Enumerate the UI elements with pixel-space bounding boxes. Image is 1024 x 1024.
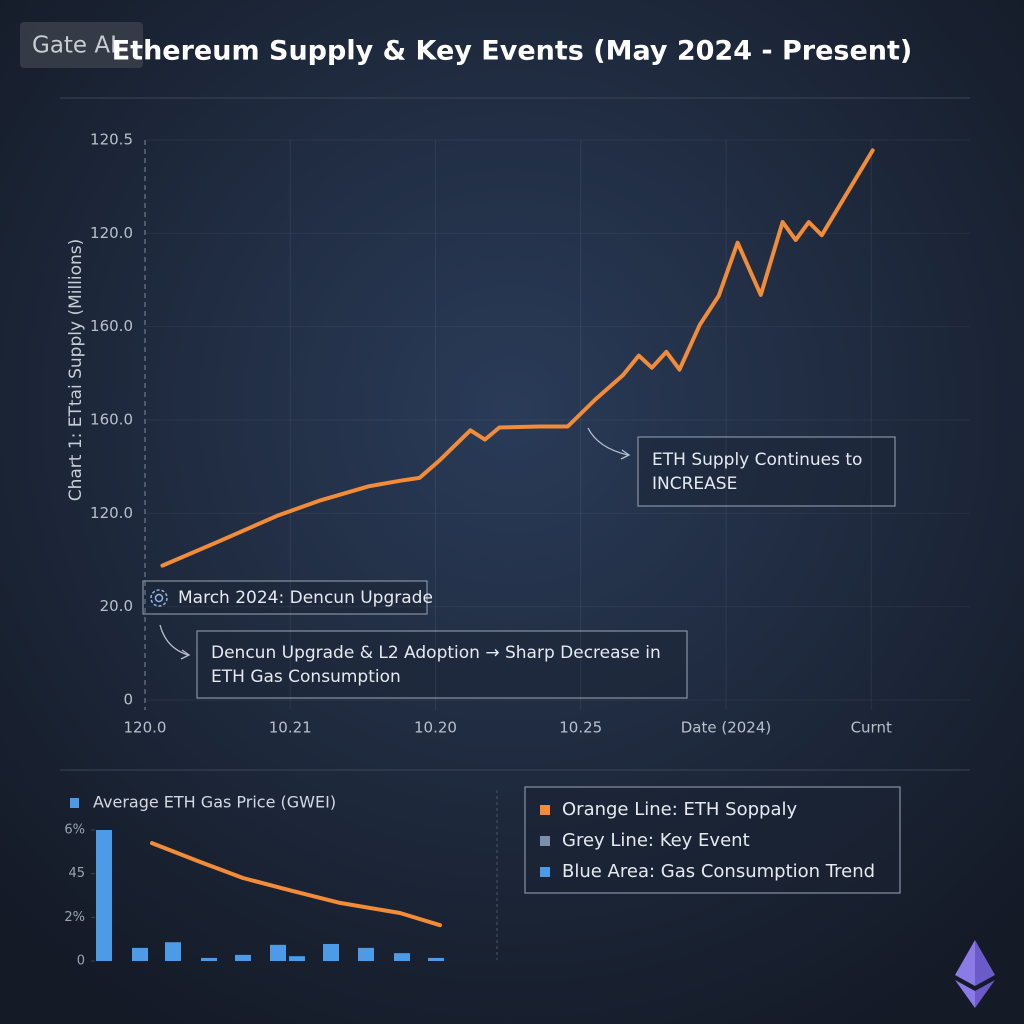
legend-label: Orange Line: ETH Soppaly xyxy=(562,799,797,820)
bar xyxy=(201,957,217,961)
bar xyxy=(358,947,374,961)
y-tick-label: 0 xyxy=(123,691,133,709)
y-tick-label: 120.0 xyxy=(90,224,133,242)
bar xyxy=(428,957,444,961)
x-tick-label: Date (2024) xyxy=(681,719,772,737)
annotation-text: Dencun Upgrade & L2 Adoption → Sharp Dec… xyxy=(211,643,661,663)
legend-swatch xyxy=(540,805,550,815)
watermark-box xyxy=(20,22,143,68)
legend-swatch xyxy=(540,836,550,846)
annotation-text: ETH Supply Continues to xyxy=(652,450,862,470)
annotation-box xyxy=(196,630,688,699)
annotation-arrow xyxy=(587,427,629,456)
annotation-text: March 2024: Dencun Upgrade xyxy=(178,588,433,608)
y-tick-label: 2% xyxy=(64,910,85,925)
bar xyxy=(323,943,339,961)
annotation-arrow-head xyxy=(620,449,631,460)
annotation-arrow-head xyxy=(180,649,191,660)
chart-title: Ethereum Supply & Key Events (May 2024 -… xyxy=(112,36,913,67)
y-tick-label: 20.0 xyxy=(100,597,133,615)
annotation-arrow xyxy=(159,624,189,656)
legend-swatch xyxy=(70,798,79,808)
y-axis-label: Chart 1: ETtai Supply (Millions) xyxy=(66,239,86,502)
supply-line xyxy=(160,148,875,568)
legend-label: Blue Area: Gas Consumption Trend xyxy=(562,861,875,882)
annotation-box xyxy=(142,580,428,615)
watermark: Gate AI xyxy=(32,33,117,59)
ethereum-logo xyxy=(955,940,995,1008)
bar xyxy=(289,956,305,961)
bar xyxy=(394,953,410,961)
x-tick-label: Curnt xyxy=(851,719,892,737)
gas-line xyxy=(150,841,442,928)
annotation-box xyxy=(637,436,896,507)
bar xyxy=(165,942,181,961)
legend-label: Average ETH Gas Price (GWEI) xyxy=(93,793,336,812)
y-tick-label: 120.5 xyxy=(90,131,133,149)
bar xyxy=(132,947,148,961)
y-tick-label: 45 xyxy=(68,866,85,881)
gear-icon xyxy=(150,589,168,607)
y-tick-label: 120.0 xyxy=(90,504,133,522)
annotation-text: ETH Gas Consumption xyxy=(211,667,401,687)
y-tick-label: 160.0 xyxy=(90,317,133,335)
legend-label: Grey Line: Key Event xyxy=(562,830,750,851)
x-tick-label: 10.25 xyxy=(559,719,602,737)
x-tick-label: 10.21 xyxy=(269,719,312,737)
annotation-text: INCREASE xyxy=(652,474,737,494)
bar xyxy=(235,954,251,961)
y-tick-label: 6% xyxy=(64,823,85,838)
legend-panel xyxy=(524,786,901,894)
y-tick-label: 160.0 xyxy=(90,411,133,429)
y-tick-label: 0 xyxy=(77,954,85,969)
x-tick-label: 10.20 xyxy=(414,719,457,737)
legend-swatch xyxy=(540,867,550,877)
bar xyxy=(270,944,286,961)
bar xyxy=(96,830,112,961)
x-tick-label: 120.0 xyxy=(124,719,167,737)
